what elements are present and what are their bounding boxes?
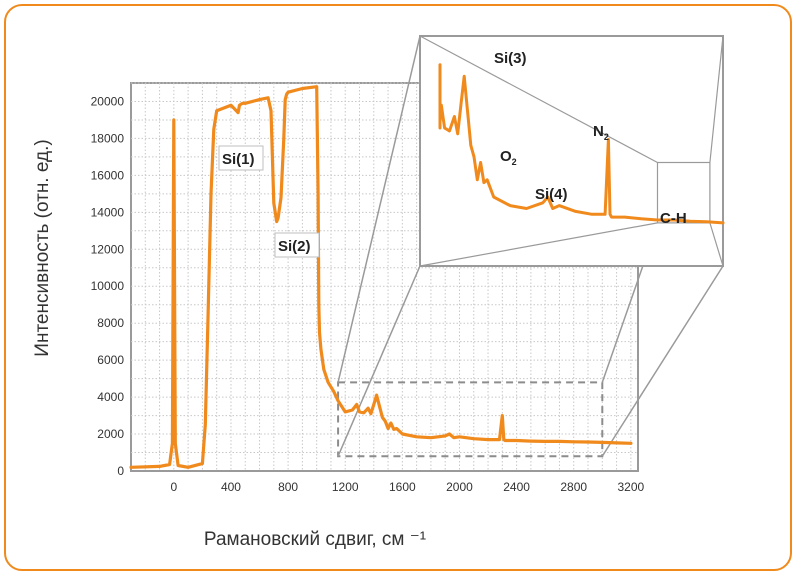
n2-label-main: N (593, 123, 604, 140)
x-tick-label: 800 (278, 480, 298, 494)
inset-perspective-line (709, 222, 724, 267)
x-tick-label: 1200 (332, 480, 359, 494)
inset-source-box (656, 161, 711, 224)
o2-label-sub: 2 (512, 157, 517, 167)
x-tick-label: 2800 (560, 480, 587, 494)
y-tick-label: 0 (117, 464, 124, 478)
n2-label: N2 (593, 123, 609, 142)
si3-label: Si(3) (494, 50, 527, 67)
o2-label: O2 (500, 148, 517, 167)
y-tick-label: 4000 (97, 390, 124, 404)
inset-perspective-line (419, 222, 658, 267)
zoom-box (337, 381, 604, 458)
y-tick-labels: 0 2000 4000 6000 8000 10000 12000 14000 16000 180… (91, 94, 125, 478)
x-tick-label: 0 (171, 480, 178, 494)
x-tick-label: 1600 (389, 480, 416, 494)
zoom-connector (601, 265, 724, 457)
zoom-connector (337, 265, 421, 457)
x-axis-title: Рамановский сдвиг, см ⁻¹ (204, 529, 426, 550)
grid-lines (131, 82, 638, 471)
x-tick-label: 400 (221, 480, 241, 494)
x-tick-label: 3200 (618, 480, 645, 494)
inset-perspective-line (419, 35, 658, 164)
y-tick-label: 14000 (91, 205, 125, 219)
y-tick-label: 8000 (97, 316, 124, 330)
si2-label-box (274, 232, 320, 258)
inset-perspective-lines (419, 35, 724, 267)
si2-label: Si(2) (278, 238, 311, 255)
zoom-connector-lines (337, 35, 724, 458)
o2-label-main: O (500, 148, 512, 165)
x-tick-label: 2000 (446, 480, 473, 494)
inset-panel (419, 35, 724, 267)
si1-label: Si(1) (222, 151, 255, 168)
x-tick-labels: 0 400 800 1200 1600 2000 2400 2800 3200 (171, 480, 645, 494)
inset-spectrum-line (438, 63, 725, 225)
y-axis-title: Интенсивность (отн. ед.) (32, 139, 53, 356)
y-tick-label: 16000 (91, 168, 125, 182)
inset-perspective-line (709, 35, 724, 163)
si4-label: Si(4) (535, 186, 568, 203)
n2-label-sub: 2 (604, 132, 609, 142)
zoom-connector (337, 35, 421, 383)
si1-label-box (218, 145, 264, 171)
y-tick-label: 10000 (91, 279, 125, 293)
y-tick-label: 20000 (91, 94, 125, 108)
y-tick-label: 18000 (91, 131, 125, 145)
y-tick-label: 2000 (97, 427, 124, 441)
spectrum-line (129, 85, 633, 469)
x-tick-label: 2400 (503, 480, 530, 494)
ch-label: C-H (660, 210, 687, 227)
y-tick-label: 12000 (91, 242, 125, 256)
y-tick-label: 6000 (97, 353, 124, 367)
